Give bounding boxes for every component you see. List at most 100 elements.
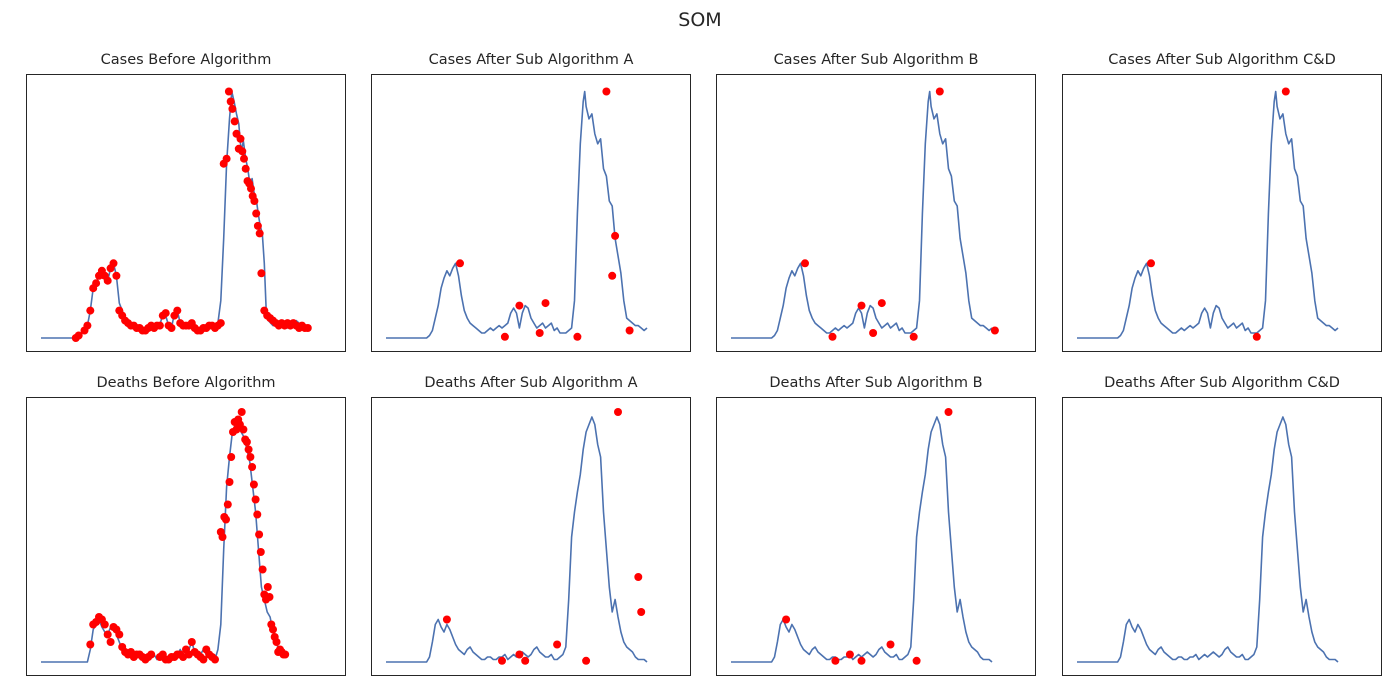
peak-marker	[222, 515, 230, 524]
peak-marker	[625, 326, 634, 335]
peak-marker	[573, 332, 582, 341]
peak-marker	[225, 478, 234, 486]
chart-svg	[1077, 87, 1339, 341]
peak-marker	[241, 164, 250, 173]
peak-marker	[869, 329, 878, 337]
peak-marker	[500, 332, 509, 341]
peak-marker	[147, 650, 156, 659]
peak-marker	[582, 656, 591, 665]
peak-marker	[857, 656, 866, 665]
plot-area	[26, 397, 346, 676]
peak-marker	[269, 625, 277, 634]
peak-marker	[218, 533, 227, 541]
chart-svg	[386, 408, 648, 665]
peak-marker	[226, 97, 235, 106]
panel-title: Deaths After Sub Algorithm A	[424, 375, 638, 391]
peak-marker	[237, 408, 246, 416]
peak-marker	[86, 306, 95, 315]
peak-marker	[258, 565, 267, 574]
chart-svg	[731, 87, 999, 341]
peak-marker	[249, 480, 258, 489]
peak-marker	[109, 259, 118, 268]
series-line	[731, 90, 993, 339]
plot-area	[716, 74, 1036, 352]
peak-marker	[115, 630, 124, 639]
peak-marker	[227, 453, 236, 461]
peak-marker	[228, 104, 237, 113]
panel-title: Cases Before Algorithm	[100, 52, 272, 68]
peak-marker	[92, 279, 101, 288]
chart-svg	[1077, 416, 1339, 663]
peak-marker	[857, 301, 866, 310]
peak-marker	[281, 650, 290, 659]
peak-marker	[244, 445, 253, 454]
peak-marker	[521, 656, 530, 665]
peak-marker	[944, 408, 953, 416]
series-line	[41, 90, 309, 339]
peak-marker	[257, 269, 266, 278]
peak-marker	[886, 640, 895, 649]
panel-title: Deaths Before Algorithm	[96, 375, 276, 391]
peak-marker	[100, 620, 109, 629]
figure-suptitle: SOM	[678, 9, 722, 31]
peak-marker	[252, 209, 261, 218]
peak-marker	[637, 608, 646, 616]
peak-marker	[167, 324, 176, 332]
peak-marker	[106, 638, 115, 646]
peak-marker	[990, 326, 999, 335]
peak-marker	[877, 299, 886, 308]
panel-deaths-after-cd: Deaths After Sub Algorithm C&D	[1062, 375, 1382, 676]
peak-marker	[239, 425, 248, 434]
peak-marker	[223, 500, 232, 509]
peak-marker	[442, 615, 451, 624]
peak-marker	[86, 640, 95, 649]
peak-marker	[187, 638, 196, 646]
series-line	[386, 416, 648, 663]
peak-marker	[1281, 87, 1290, 96]
peak-marker	[272, 638, 281, 646]
peak-marker	[935, 87, 944, 96]
peak-marker	[230, 117, 239, 126]
peak-marker	[238, 147, 247, 156]
peak-marker	[236, 134, 245, 143]
series-line	[386, 90, 648, 339]
peak-marker	[240, 154, 248, 163]
plot-area	[1062, 74, 1382, 352]
plot-area	[371, 397, 691, 676]
peak-marker	[515, 301, 524, 310]
peak-marker	[515, 650, 524, 659]
peak-marker	[782, 615, 791, 624]
peak-marker	[103, 276, 112, 285]
plot-area	[716, 397, 1036, 676]
peak-marker	[263, 583, 272, 591]
panel-title: Cases After Sub Algorithm B	[773, 52, 979, 68]
chart-svg	[41, 408, 290, 664]
plot-area	[371, 74, 691, 352]
panel-cases-after-a: Cases After Sub Algorithm A	[371, 52, 691, 352]
peak-marker	[112, 271, 121, 280]
peak-marker	[161, 309, 170, 318]
peak-marker	[224, 87, 233, 96]
peak-marker	[247, 184, 255, 193]
peak-marker	[74, 331, 83, 340]
peak-marker	[535, 329, 544, 337]
chart-svg	[731, 408, 993, 665]
peak-marker	[608, 271, 617, 280]
panel-deaths-before: Deaths Before Algorithm	[26, 375, 346, 676]
peak-marker	[912, 656, 921, 665]
peak-marker	[248, 463, 257, 471]
plot-area	[1062, 397, 1382, 676]
peak-marker	[173, 306, 182, 315]
series-line	[731, 416, 993, 663]
peak-marker	[222, 154, 231, 163]
peak-marker	[242, 438, 251, 446]
peak-marker	[83, 321, 92, 330]
peak-marker	[801, 259, 809, 268]
peak-marker	[265, 593, 274, 601]
peak-marker	[199, 655, 208, 664]
peak-marker	[253, 510, 262, 519]
peak-marker	[1252, 332, 1261, 341]
peak-marker	[255, 229, 264, 238]
panel-title: Cases After Sub Algorithm A	[428, 52, 634, 68]
peak-marker	[553, 640, 562, 649]
